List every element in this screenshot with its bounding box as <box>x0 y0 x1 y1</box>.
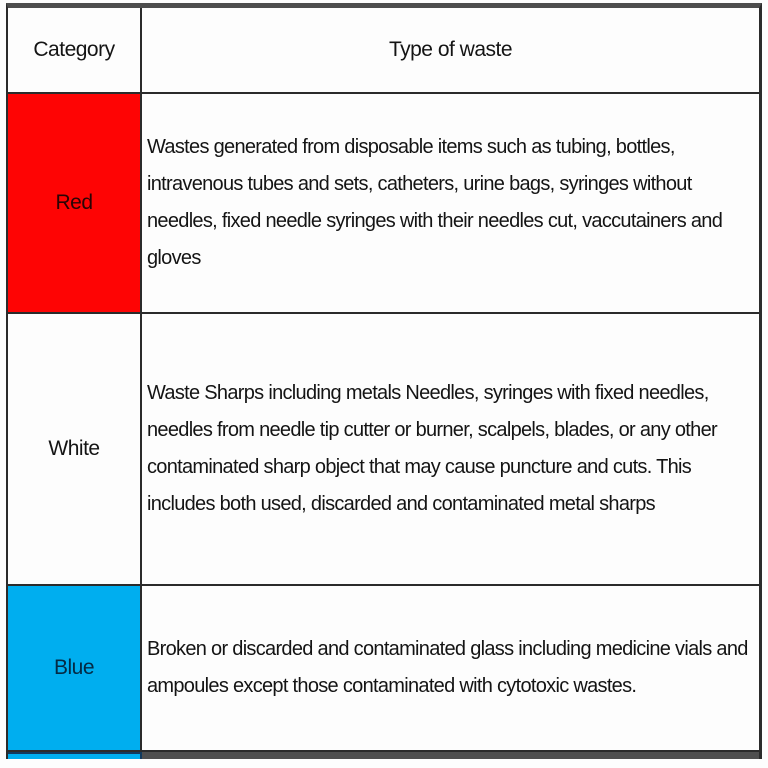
category-cell-blue: Blue <box>8 586 142 752</box>
bottom-bar-blue-bleed <box>8 752 142 759</box>
category-cell-white: White <box>8 314 142 586</box>
description-text-red: Wastes generated from disposable items s… <box>147 136 723 269</box>
header-category: Category <box>8 8 142 94</box>
description-cell-red: Wastes generated from disposable items s… <box>142 94 759 314</box>
category-cell-red: Red <box>8 94 142 314</box>
bottom-bar-gray <box>142 752 759 759</box>
description-text-white: Waste Sharps including metals Needles, s… <box>147 382 718 515</box>
header-type-of-waste: Type of waste <box>142 8 759 94</box>
description-cell-blue: Broken or discarded and contaminated gla… <box>142 586 759 752</box>
waste-category-table: Category Type of waste Red Wastes genera… <box>6 3 762 759</box>
description-text-blue: Broken or discarded and contaminated gla… <box>147 638 748 697</box>
description-cell-white: Waste Sharps including metals Needles, s… <box>142 314 759 586</box>
